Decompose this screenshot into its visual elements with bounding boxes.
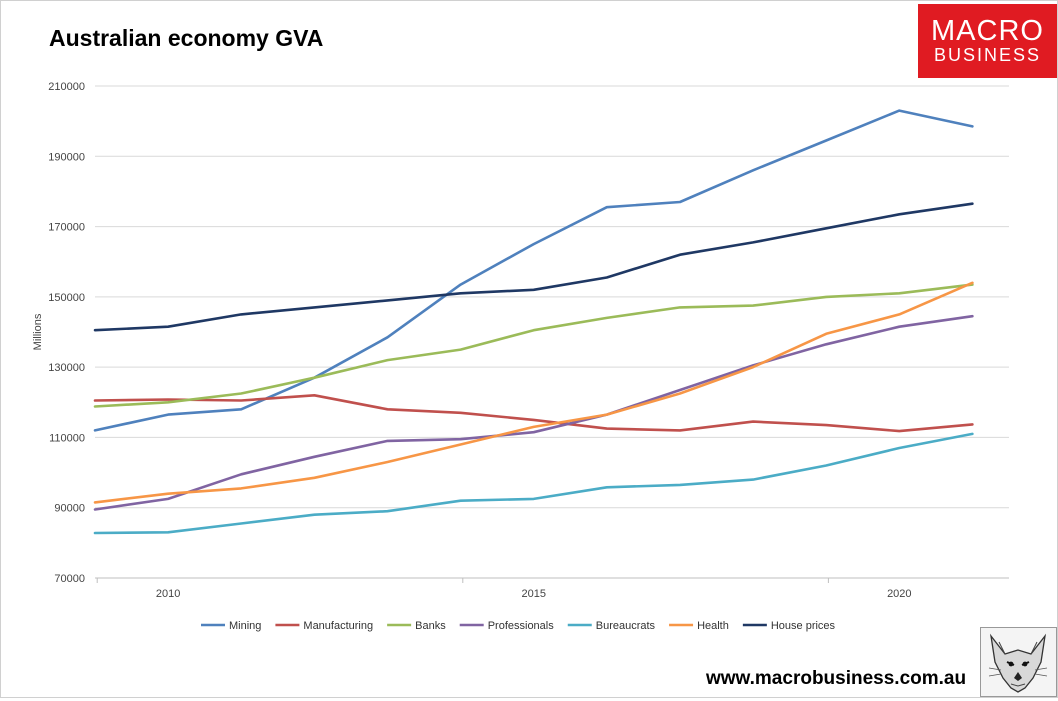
- series-line-professionals: [93, 314, 974, 511]
- y-tick-label: 170000: [48, 222, 85, 234]
- x-tick-label: 2010: [156, 588, 180, 600]
- legend-label-banks: Banks: [415, 620, 446, 632]
- legend-label-mining: Mining: [229, 620, 261, 632]
- series-line-house-prices: [93, 202, 974, 332]
- series-line-bureaucrats: [93, 432, 974, 535]
- legend-label-health: Health: [697, 620, 729, 632]
- y-tick-label: 90000: [54, 503, 85, 515]
- logo-line1: MACRO: [931, 15, 1044, 47]
- legend-label-manufacturing: Manufacturing: [303, 620, 373, 632]
- series-line-banks: [93, 283, 974, 408]
- y-tick-label: 130000: [48, 362, 85, 374]
- y-tick-label: 70000: [54, 573, 85, 585]
- website-url[interactable]: www.macrobusiness.com.au: [706, 668, 967, 689]
- legend-label-bureaucrats: Bureaucrats: [596, 620, 656, 632]
- y-tick-label: 190000: [48, 151, 85, 163]
- x-tick-label: 2015: [521, 588, 545, 600]
- y-tick-label: 110000: [49, 432, 85, 444]
- chart-title: Australian economy GVA: [49, 25, 324, 51]
- x-tick-label: 2020: [887, 588, 911, 600]
- y-axis-label: Millions: [32, 313, 44, 350]
- fox-icon: [980, 627, 1057, 697]
- logo-line2: BUSINESS: [933, 45, 1042, 65]
- macrobusiness-logo: MACRO BUSINESS: [918, 4, 1057, 78]
- series-line-health: [93, 281, 974, 504]
- legend-label-professionals: Professionals: [488, 620, 555, 632]
- series-line-mining: [93, 109, 974, 432]
- y-tick-label: 210000: [48, 81, 85, 93]
- series-line-manufacturing: [93, 393, 974, 433]
- legend-label-house-prices: House prices: [771, 620, 836, 632]
- y-tick-label: 150000: [48, 292, 85, 304]
